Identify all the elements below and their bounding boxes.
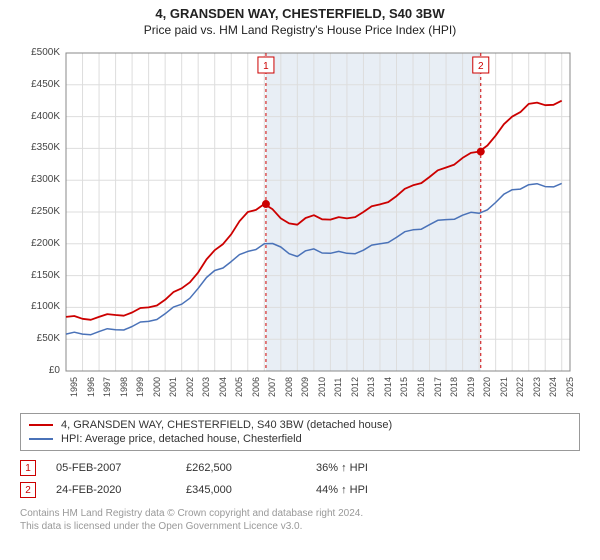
y-axis-label: £100K <box>20 301 60 312</box>
legend-swatch <box>29 424 53 426</box>
marker-delta: 36% ↑ HPI <box>316 462 446 474</box>
x-axis-label: 2023 <box>532 377 542 397</box>
y-axis-label: £250K <box>20 206 60 217</box>
x-axis-label: 2021 <box>499 377 509 397</box>
x-axis-label: 2018 <box>449 377 459 397</box>
legend-swatch <box>29 438 53 440</box>
x-axis-label: 2010 <box>317 377 327 397</box>
marker-num: 2 <box>20 482 36 498</box>
x-axis-label: 1999 <box>135 377 145 397</box>
x-axis-label: 2015 <box>399 377 409 397</box>
x-axis-label: 1998 <box>119 377 129 397</box>
x-axis-label: 2009 <box>300 377 310 397</box>
x-axis-label: 2025 <box>565 377 575 397</box>
x-axis-label: 2011 <box>333 378 343 397</box>
footer-line: Contains HM Land Registry data © Crown c… <box>20 507 580 520</box>
marker-price: £345,000 <box>186 484 316 496</box>
page-subtitle: Price paid vs. HM Land Registry's House … <box>0 23 600 37</box>
x-axis-label: 2005 <box>234 377 244 397</box>
y-axis-label: £350K <box>20 142 60 153</box>
marker-row: 1 05-FEB-2007£262,50036% ↑ HPI <box>20 457 580 479</box>
x-axis-label: 2000 <box>152 377 162 397</box>
x-axis-label: 2017 <box>433 377 443 397</box>
y-axis-label: £400K <box>20 111 60 122</box>
legend-label: 4, GRANSDEN WAY, CHESTERFIELD, S40 3BW (… <box>61 419 392 431</box>
y-axis-label: £50K <box>20 333 60 344</box>
y-axis-label: £500K <box>20 47 60 58</box>
y-axis-label: £0 <box>20 365 60 376</box>
footer-text: Contains HM Land Registry data © Crown c… <box>20 507 580 533</box>
x-axis-label: 2003 <box>201 377 211 397</box>
svg-text:2: 2 <box>478 61 484 72</box>
marker-date: 05-FEB-2007 <box>56 462 186 474</box>
x-axis-label: 2006 <box>251 377 261 397</box>
legend-item: HPI: Average price, detached house, Ches… <box>29 432 571 446</box>
x-axis-label: 1996 <box>86 377 96 397</box>
legend-label: HPI: Average price, detached house, Ches… <box>61 433 302 445</box>
x-axis-label: 2004 <box>218 377 228 397</box>
x-axis-label: 1995 <box>69 377 79 397</box>
y-axis-label: £150K <box>20 270 60 281</box>
x-axis-label: 2001 <box>168 377 178 397</box>
y-axis-label: £200K <box>20 238 60 249</box>
marker-delta: 44% ↑ HPI <box>316 484 446 496</box>
x-axis-label: 2019 <box>466 377 476 397</box>
y-axis-label: £300K <box>20 174 60 185</box>
x-axis-label: 2002 <box>185 377 195 397</box>
page-title: 4, GRANSDEN WAY, CHESTERFIELD, S40 3BW <box>0 6 600 21</box>
x-axis-label: 2012 <box>350 377 360 397</box>
x-axis-label: 2020 <box>482 377 492 397</box>
marker-date: 24-FEB-2020 <box>56 484 186 496</box>
marker-num: 1 <box>20 460 36 476</box>
x-axis-label: 2014 <box>383 377 393 397</box>
legend-item: 4, GRANSDEN WAY, CHESTERFIELD, S40 3BW (… <box>29 418 571 432</box>
x-axis-label: 2024 <box>548 377 558 397</box>
marker-price: £262,500 <box>186 462 316 474</box>
x-axis-label: 1997 <box>102 377 112 397</box>
marker-row: 2 24-FEB-2020£345,00044% ↑ HPI <box>20 479 580 501</box>
x-axis-label: 2016 <box>416 377 426 397</box>
price-chart: 12 £0£50K£100K£150K£200K£250K£300K£350K£… <box>20 45 580 385</box>
chart-svg: 12 <box>20 45 580 385</box>
x-axis-label: 2008 <box>284 377 294 397</box>
footer-line: This data is licensed under the Open Gov… <box>20 520 580 533</box>
x-axis-label: 2007 <box>267 377 277 397</box>
x-axis-label: 2013 <box>366 377 376 397</box>
svg-text:1: 1 <box>263 61 269 72</box>
x-axis-label: 2022 <box>515 377 525 397</box>
legend-box: 4, GRANSDEN WAY, CHESTERFIELD, S40 3BW (… <box>20 413 580 451</box>
marker-table: 1 05-FEB-2007£262,50036% ↑ HPI 2 24-FEB-202… <box>20 457 580 501</box>
y-axis-label: £450K <box>20 79 60 90</box>
